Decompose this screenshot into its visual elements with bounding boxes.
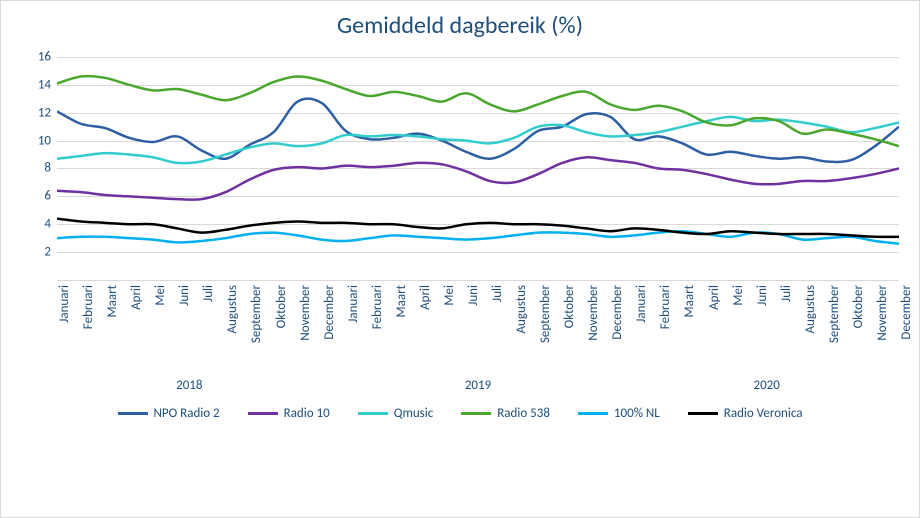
x-axis-month-label: December [899,285,914,340]
legend-label: Radio 10 [284,406,330,421]
series-line [57,219,899,237]
x-axis-month-label: Februari [658,285,673,329]
x-axis-month-label: Januari [634,285,649,323]
x-axis-month-label: April [418,285,433,310]
x-axis-month-label: September [827,285,842,343]
x-axis-month-label: Oktober [851,285,866,328]
x-axis-month-label: Februari [370,285,385,329]
x-axis-month-label: Januari [57,285,72,323]
x-axis-month-label: Mei [153,285,168,306]
year-label: 2019 [465,378,491,393]
legend-label: Radio Veronica [724,406,803,421]
x-axis-month-label: Juli [201,285,216,302]
x-axis-month-label: November [875,285,890,341]
legend-item: Radio Veronica [688,406,803,421]
x-axis-month-label: September [249,285,264,343]
x-axis-month-label: April [707,285,722,310]
x-axis-month-label: Augustus [514,285,529,334]
legend-swatch [688,412,718,415]
legend-swatch [461,412,491,415]
legend-swatch [248,412,278,415]
legend-label: Qmusic [394,406,434,421]
x-axis-month-label: Juli [779,285,794,302]
series-line [57,99,899,162]
x-axis-month-label: November [298,285,313,341]
x-axis-month-label: Oktober [562,285,577,328]
legend: NPO Radio 2 Radio 10 Qmusic Radio 538 100% N… [15,406,905,421]
x-axis-month-label: Juni [177,285,192,306]
x-axis-month-label: Maart [105,285,120,317]
legend-item: NPO Radio 2 [118,406,220,421]
chart-container: Gemiddeld dagbereik (%)246810121416Janua… [0,0,920,518]
legend-item: Radio 10 [248,406,330,421]
legend-swatch [118,412,148,415]
x-axis-month-label: Augustus [225,285,240,334]
x-axis-year-labels: 2018 2019 2020 [57,378,899,398]
plot-area: 246810121416 [57,50,899,281]
x-axis-labels: Januari Februari Maart April Mei Juni Juli Augu… [57,281,899,376]
x-axis-month-label: November [586,285,601,341]
x-axis-month-label: September [538,285,553,343]
x-axis-month-label: Augustus [803,285,818,334]
legend-swatch [358,412,388,415]
year-label: 2018 [176,378,202,393]
y-axis-label: 4 [44,217,57,232]
x-axis-month-label: Maart [394,285,409,317]
x-axis-month-label: Juli [490,285,505,302]
x-axis-month-label: December [322,285,337,340]
legend-label: 100% NL [614,406,660,421]
y-axis-label: 2 [44,245,57,260]
legend-item: Qmusic [358,406,434,421]
y-axis-label: 14 [38,77,57,92]
legend-swatch [578,412,608,415]
x-axis-month-label: Mei [731,285,746,306]
y-axis-label: 10 [38,133,57,148]
year-label: 2020 [753,378,779,393]
legend-item: Radio 538 [461,406,550,421]
y-axis-label: 16 [38,49,57,64]
chart-title: Gemiddeld dagbereik (%) [15,11,905,40]
x-axis-month-label: Oktober [274,285,289,328]
x-axis-month-label: Juni [755,285,770,306]
x-axis-month-label: Maart [682,285,697,317]
series-line [57,76,899,146]
y-axis-label: 6 [44,189,57,204]
y-axis-label: 8 [44,161,57,176]
legend-item: 100% NL [578,406,660,421]
x-axis-month-label: April [129,285,144,310]
legend-label: NPO Radio 2 [154,406,220,421]
x-axis-month-label: Februari [81,285,96,329]
chart-lines [57,50,899,280]
x-axis-month-label: Juni [466,285,481,306]
x-axis-month-label: December [610,285,625,340]
y-axis-label: 12 [38,105,57,120]
x-axis-month-label: Mei [442,285,457,306]
legend-label: Radio 538 [497,406,550,421]
x-axis-month-label: Januari [346,285,361,323]
